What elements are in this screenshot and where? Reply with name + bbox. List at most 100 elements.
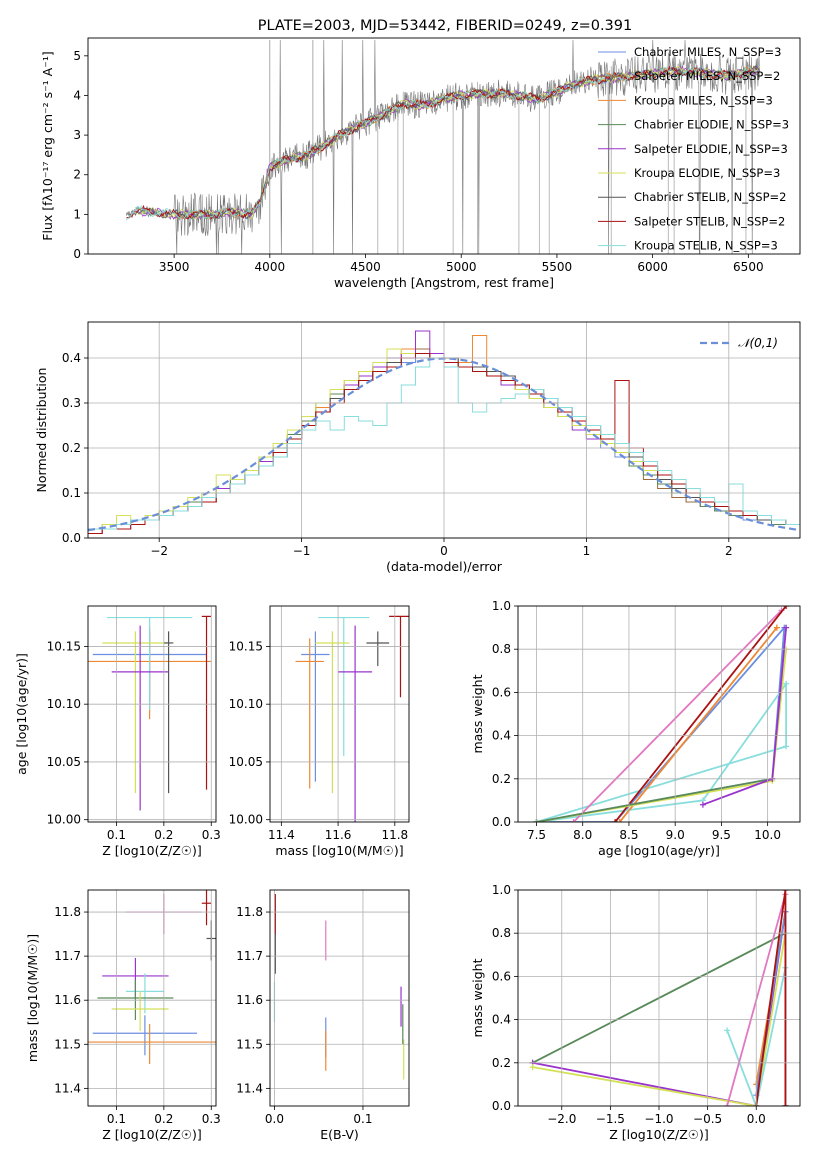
weight-line-pink xyxy=(572,609,783,822)
mass-vs-extinction-y-tick-label: 11.8 xyxy=(236,905,263,919)
mass-vs-metallicity-x-axis-label: Z [log10(Z/Z☉)] xyxy=(102,1127,202,1142)
weight-marker xyxy=(783,624,790,631)
spectrum-y-tick-label: 5 xyxy=(73,49,81,63)
weight-vs-metallicity-y-tick-label: 0.4 xyxy=(492,1013,511,1027)
legend-entry: Kroupa STELIB, N_SSP=3 xyxy=(634,239,778,253)
spectrum-x-tick-label: 4000 xyxy=(255,260,286,274)
weight-line-kroupa-stelib xyxy=(726,967,787,1106)
age-vs-mass-x-tick-label: 11.6 xyxy=(325,828,352,842)
mass-vs-metallicity-y-tick-label: 11.4 xyxy=(54,1081,81,1095)
weight-marker xyxy=(724,1103,731,1106)
age-vs-mass-frame xyxy=(269,605,410,823)
model-spectrum-kroupa-stelib xyxy=(125,66,760,221)
spectrum-y-tick-label: 3 xyxy=(73,128,81,142)
mass-vs-extinction-y-tick-label: 11.6 xyxy=(236,993,263,1007)
weight-vs-metallicity-y-tick-label: 0.2 xyxy=(492,1056,511,1070)
mass-vs-metallicity-x-tick-label: 0.3 xyxy=(202,1112,221,1126)
model-spectrum-salpeter-stelib xyxy=(126,65,760,220)
legend-entry: Kroupa MILES, N_SSP=3 xyxy=(634,93,773,107)
legend-entry: Chabrier ELODIE, N_SSP=3 xyxy=(634,118,789,132)
age-vs-metallicity-x-axis-label: Z [log10(Z/Z☉)] xyxy=(102,843,202,858)
weight-vs-metallicity-y-axis-label: mass weight xyxy=(470,958,485,1037)
age-vs-metallicity-y-tick-label: 10.00 xyxy=(47,813,81,827)
weight-vs-age-plot-area xyxy=(533,606,790,822)
mass-vs-extinction-x-tick-label: 0.0 xyxy=(265,1112,284,1126)
age-vs-mass-x-axis-label: mass [log10(M/M☉)] xyxy=(275,843,403,858)
mass-vs-extinction-plot-area xyxy=(273,894,405,1080)
weight-vs-age-y-tick-label: 0.0 xyxy=(492,815,511,829)
mass-vs-metallicity-x-tick-label: 0.2 xyxy=(154,1112,173,1126)
spectrum-y-axis-label: Flux [fλ10⁻¹⁷ erg cm⁻² s⁻¹ A⁻¹] xyxy=(40,51,55,240)
mass-vs-extinction-frame xyxy=(269,889,410,1107)
residual-histogram-y-axis-label: Normed distribution xyxy=(34,368,49,493)
age-vs-metallicity-frame xyxy=(87,605,217,823)
weight-vs-age-y-tick-label: 0.6 xyxy=(492,685,511,699)
weight-marker xyxy=(783,743,790,750)
spectrum-x-tick-label: 6000 xyxy=(637,260,668,274)
spectrum-plot-area xyxy=(125,39,761,254)
age-vs-metallicity-plot-area xyxy=(88,615,212,811)
spectrum-y-tick-label: 1 xyxy=(73,207,81,221)
weight-vs-metallicity-x-axis-label: Z [log10(Z/Z☉)] xyxy=(609,1127,709,1142)
mass-vs-extinction-y-tick-label: 11.7 xyxy=(236,949,263,963)
mass-vs-metallicity-y-tick-label: 11.6 xyxy=(54,993,81,1007)
weight-vs-age-y-tick-label: 1.0 xyxy=(492,599,511,613)
age-vs-metallicity-x-tick-label: 0.3 xyxy=(202,828,221,842)
weight-vs-age-frame xyxy=(517,605,801,823)
weight-vs-metallicity-x-tick-label: −1.0 xyxy=(644,1112,673,1126)
weight-marker xyxy=(612,819,619,822)
weight-marker xyxy=(616,819,623,822)
weight-line-salpeter-stelib xyxy=(614,606,787,822)
legend-entry: Salpeter STELIB, N_SSP=2 xyxy=(634,214,785,228)
weight-line-kroupa-stelib xyxy=(536,680,787,822)
weight-marker xyxy=(699,801,706,808)
weight-line-salpeter-stelib xyxy=(755,890,787,1106)
spectrum-x-tick-label: 5000 xyxy=(446,260,477,274)
spectrum-x-tick-label: 3500 xyxy=(159,260,190,274)
weight-marker xyxy=(773,624,780,631)
spectrum-y-tick-label: 0 xyxy=(73,247,81,261)
mass-vs-extinction-x-tick-label: 0.1 xyxy=(353,1112,372,1126)
legend-entry: Salpeter MILES, N_SSP=2 xyxy=(634,69,780,83)
weight-line-chabrier-miles xyxy=(536,624,786,822)
legend-entry: Kroupa ELODIE, N_SSP=3 xyxy=(634,166,780,180)
weight-marker xyxy=(529,1064,536,1071)
age-vs-metallicity-y-tick-label: 10.10 xyxy=(47,697,81,711)
age-vs-metallicity-y-tick-label: 10.15 xyxy=(47,639,81,653)
weight-vs-age-x-tick-label: 8.5 xyxy=(619,828,638,842)
weight-vs-metallicity-frame xyxy=(517,889,801,1107)
age-vs-metallicity-x-tick-label: 0.1 xyxy=(107,828,126,842)
weight-vs-metallicity-x-tick-label: −1.5 xyxy=(596,1112,625,1126)
spectrum-y-tick-label: 2 xyxy=(73,168,81,182)
weight-marker xyxy=(782,1103,789,1106)
age-vs-mass-plot-area xyxy=(295,615,409,822)
age-vs-mass-y-tick-label: 10.15 xyxy=(229,639,263,653)
age-vs-mass-x-tick-label: 11.4 xyxy=(268,828,295,842)
mass-vs-metallicity-y-tick-label: 11.5 xyxy=(54,1037,81,1051)
mass-vs-metallicity-y-axis-label: mass [log10(M/M☉)] xyxy=(25,934,40,1062)
residual-histogram-x-tick-label: −2 xyxy=(150,544,168,558)
weight-vs-age-y-tick-label: 0.8 xyxy=(492,642,511,656)
mass-vs-extinction-x-axis-label: E(B-V) xyxy=(320,1127,359,1142)
age-vs-mass-y-tick-label: 10.05 xyxy=(229,755,263,769)
weight-marker xyxy=(783,606,790,609)
weight-vs-age-x-tick-label: 9.5 xyxy=(712,828,731,842)
spectrum-x-tick-label: 5500 xyxy=(542,260,573,274)
legend-entry-normal: 𝒩(0,1) xyxy=(738,336,778,350)
weight-vs-age-x-tick-label: 10.0 xyxy=(754,828,781,842)
weight-vs-age-y-tick-label: 0.4 xyxy=(492,729,511,743)
weight-marker xyxy=(724,1027,731,1034)
weight-vs-metallicity-y-tick-label: 0.8 xyxy=(492,926,511,940)
residual-histogram-y-tick-label: 0.0 xyxy=(62,531,81,545)
age-vs-mass-y-tick-label: 10.10 xyxy=(229,697,263,711)
weight-vs-metallicity-x-tick-label: −0.5 xyxy=(693,1112,722,1126)
mass-vs-metallicity-frame xyxy=(87,889,217,1107)
chart-title: PLATE=2003, MJD=53442, FIBERID=0249, z=0… xyxy=(258,18,632,34)
spectrum-y-tick-label: 4 xyxy=(73,88,81,102)
mass-vs-metallicity-x-tick-label: 0.1 xyxy=(107,1112,126,1126)
spectrum-x-tick-label: 6500 xyxy=(733,260,764,274)
mass-vs-extinction-y-tick-label: 11.4 xyxy=(236,1081,263,1095)
residual-histogram-y-tick-label: 0.2 xyxy=(62,441,81,455)
residual-histogram-x-tick-label: 2 xyxy=(725,544,733,558)
